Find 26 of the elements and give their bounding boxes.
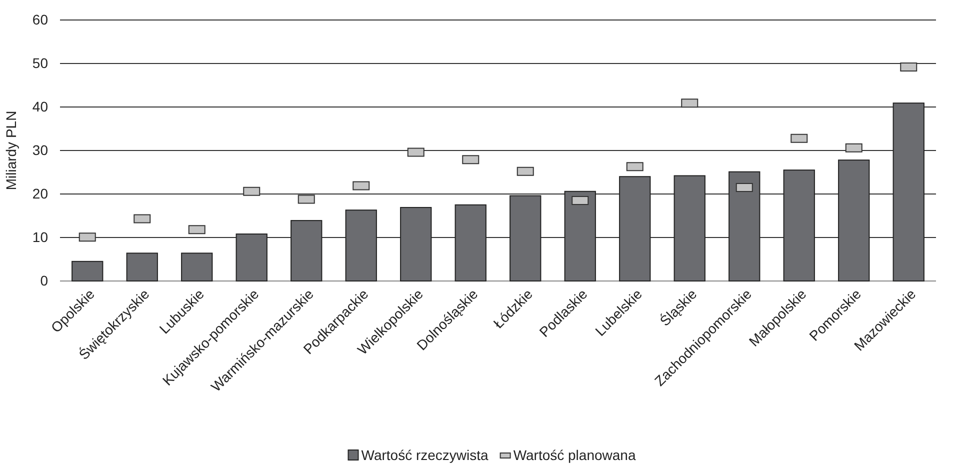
y-tick-label: 30: [32, 142, 48, 158]
bar: [181, 252, 213, 282]
bar: [290, 220, 322, 282]
bar: [126, 252, 158, 282]
y-axis-title: Miliardy PLN: [3, 110, 19, 190]
bar: [72, 260, 104, 282]
y-tick-label: 0: [40, 272, 48, 288]
legend-label: Wartość rzeczywista: [361, 447, 489, 463]
y-tick-label: 20: [32, 185, 48, 202]
bar: [236, 234, 268, 282]
bar: [838, 160, 870, 282]
legend-label: Wartość planowana: [513, 447, 636, 463]
y-tick-label: 50: [32, 54, 48, 71]
bar: [619, 176, 651, 282]
bar: [783, 170, 815, 282]
bar: [564, 190, 596, 282]
bar: [345, 210, 377, 282]
y-tick-label: 40: [32, 98, 48, 114]
bar: [454, 204, 486, 282]
y-tick-label: 10: [32, 228, 48, 245]
y-tick-label: 60: [32, 11, 48, 28]
bar: [674, 175, 706, 282]
bar: [728, 171, 760, 282]
bar: [400, 206, 432, 282]
bar: [892, 102, 924, 282]
bar: [510, 195, 542, 282]
